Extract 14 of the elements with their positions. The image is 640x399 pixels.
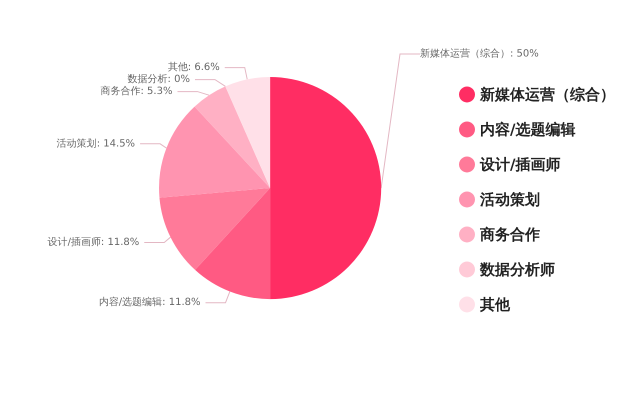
legend-label: 商务合作: [479, 226, 540, 244]
data-label: 商务合作: 5.3%: [100, 85, 172, 98]
legend-label: 活动策划: [479, 190, 540, 208]
legend-label: 设计/插画师: [479, 156, 560, 174]
data-label: 内容/选题编辑: 11.8%: [98, 296, 200, 308]
data-label: 设计/插画师: 11.8%: [48, 236, 140, 248]
data-label: 其他: 6.6%: [168, 61, 220, 74]
legend-label: 内容/选题编辑: [480, 120, 576, 138]
legend-label: 数据分析师: [479, 260, 555, 278]
legend-label: 其他: [479, 296, 511, 314]
text: 数据分析: 0%: [128, 74, 190, 86]
data-label: 活动策划: 14.5%: [56, 137, 136, 150]
data-label: 新媒体运营（综合）: 50%: [420, 48, 539, 60]
legend-label: 新媒体运营（综合）: [479, 86, 615, 104]
